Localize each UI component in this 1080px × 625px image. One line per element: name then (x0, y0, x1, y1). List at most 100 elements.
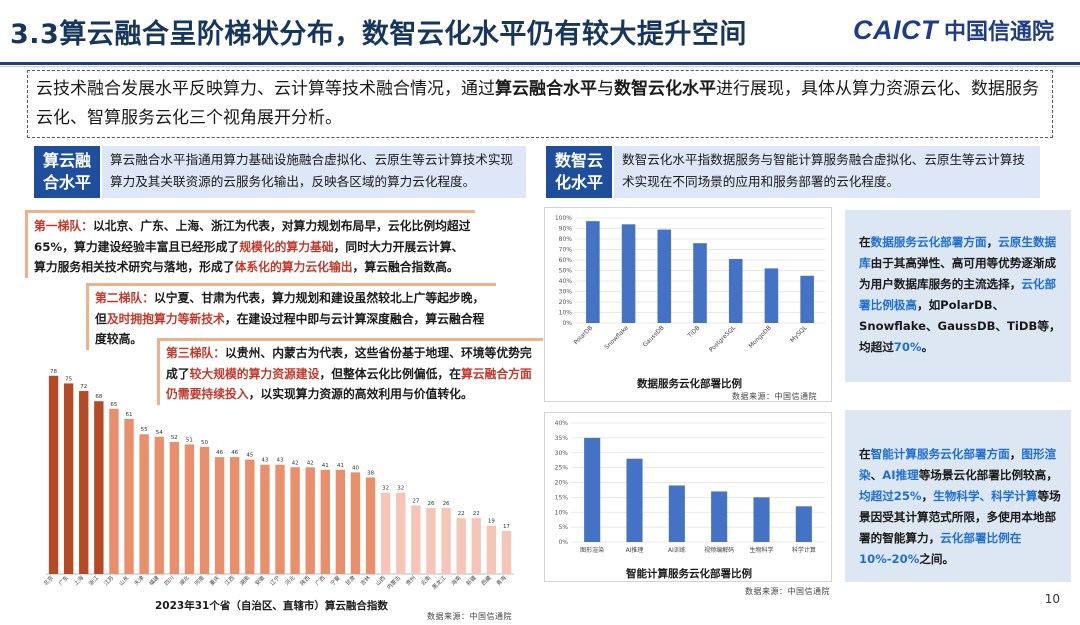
ai-service-category-label: 科学计算 (792, 546, 816, 554)
province-bar (260, 464, 270, 574)
province-chart-source: 数据来源：中国信通院 (427, 612, 512, 621)
ai-service-y-tick: 5% (558, 524, 568, 531)
note2-b2: 图形渲染 (859, 447, 1057, 482)
note2-a: 在 (859, 447, 871, 461)
tier-3-head: 第三梯队： (166, 346, 225, 360)
province-category-label: 陕西 (298, 573, 312, 587)
province-category-label: 江苏 (102, 573, 116, 587)
province-category-label: 湖北 (177, 573, 191, 587)
logo-cn: 中国信通院 (943, 20, 1054, 45)
province-value-label: 54 (156, 430, 163, 436)
province-category-label: 广东 (57, 573, 71, 587)
province-bar (501, 530, 512, 574)
note2-b5: 生物科学、科学计算 (933, 489, 1038, 503)
province-value-label: 32 (382, 486, 389, 492)
province-value-label: 51 (186, 437, 193, 443)
province-value-label: 61 (126, 412, 133, 418)
province-category-label: 江西 (223, 574, 236, 587)
province-bar (396, 492, 406, 574)
province-category-label: 宁夏 (328, 573, 342, 587)
province-category-label: 贵州 (404, 574, 417, 587)
province-value-label: 50 (201, 440, 208, 446)
tier-2-text: 第二梯队：以宁夏、甘肃为代表，算力规划和建设虽然较北上广等起步晚，但及时拥抱算力… (86, 283, 496, 350)
province-bar (380, 492, 391, 574)
ai-service-bar (584, 437, 601, 542)
ai-service-category-label: AI训练 (668, 546, 686, 554)
province-bar (320, 469, 330, 574)
province-bar (109, 408, 119, 574)
tag-suanyun: 算云融 合水平 (34, 146, 100, 198)
province-value-label: 22 (473, 511, 480, 517)
ai-service-category-label: 生物科学 (749, 546, 773, 554)
province-category-label: 天津 (133, 574, 146, 587)
data-service-y-tick: 0% (562, 320, 572, 327)
tier-1-r1: 规模化的算力基础 (239, 239, 334, 254)
note2-h: 之间。 (919, 552, 955, 566)
note1-f: 。 (921, 340, 934, 354)
tier-1-text: 第一梯队：以北京、广东、上海、浙江为代表，对算力规划布局早，云化比例均超过65%… (25, 210, 475, 278)
ai-service-y-tick: 20% (555, 480, 569, 487)
data-service-bar (621, 224, 636, 323)
province-value-label: 19 (488, 519, 495, 525)
ai-service-bar (626, 458, 643, 542)
data-service-y-tick: 20% (559, 299, 573, 306)
ai-service-y-tick: 0% (558, 539, 568, 546)
note1-a: 在 (859, 235, 871, 249)
data-service-y-tick: 90% (559, 226, 573, 233)
province-value-label: 22 (458, 511, 465, 517)
province-category-label: 福建 (147, 573, 161, 587)
tier-3-a: 以贵州、内蒙古为代表，这些省份基于地理、环境等优势完成了 (166, 346, 532, 381)
tier-2-a: 以宁夏、甘肃为代表，算力规划和建设虽然较北上广等起步晚，但 (95, 291, 485, 326)
province-value-label: 40 (352, 465, 359, 471)
data-service-bar (657, 229, 672, 323)
province-bar (486, 525, 497, 574)
note1-d: 由于其高弹性、高可用等优势逐渐成为用户数据库服务的主流选择， (859, 256, 1057, 291)
data-service-y-tick: 50% (559, 268, 573, 275)
ai-service-y-tick: 15% (555, 494, 569, 501)
province-value-label: 55 (141, 427, 148, 433)
tier-3-r1: 较大规模的算力资源建设 (189, 366, 320, 381)
intro-text-1: 云技术融合发展水平反映算力、云计算等技术融合情况，通过 (36, 79, 495, 99)
province-bar (335, 469, 346, 574)
note1-b4: 70% (893, 340, 922, 354)
province-value-label: 26 (443, 501, 450, 507)
province-category-label: 山西 (374, 573, 388, 587)
intro-bold-1: 算云融合水平 (495, 79, 597, 99)
province-category-label: 上海 (72, 573, 86, 587)
title-divider (0, 62, 1080, 65)
data-service-category-label: GaussDB (642, 324, 666, 348)
province-bar (290, 467, 300, 574)
tag-shuzhi: 数智云 化水平 (546, 146, 612, 198)
tag-shuzhi-desc: 数智云化水平指数据服务与智能计算服务融合虚拟化、云原生等云计算技术实现在不同场景… (614, 146, 1040, 198)
province-category-label: 黑龙江 (430, 573, 448, 591)
intro-text-2: 与 (597, 79, 614, 99)
tag-suanyun-line2: 合水平 (42, 173, 91, 192)
province-value-label: 26 (427, 501, 434, 507)
ai-service-bar (668, 485, 685, 542)
province-category-label: 四川 (163, 574, 176, 587)
ai-service-bar (795, 506, 812, 542)
province-bar (365, 477, 376, 574)
ai-service-chart-source: 数据来源：中国信通院 (745, 587, 830, 596)
note1-e: ，如PolarDB、Snowflake、GaussDB、TiDB等，均超过 (859, 298, 1061, 354)
tier-3-b: ，但整体云化比例偏低，在 (319, 366, 461, 381)
ai-service-bar (753, 497, 770, 542)
province-category-label: 吉林 (359, 573, 373, 587)
data-service-y-tick: 100% (555, 215, 572, 222)
tier-1-c: ，算云融合指数高。 (352, 260, 459, 274)
tag-suanyun-line1: 算云融 (42, 151, 91, 170)
province-value-label: 75 (65, 376, 72, 382)
note2-b4: 均超过25% (859, 489, 922, 503)
data-service-y-tick: 30% (559, 289, 573, 296)
province-value-label: 38 (367, 470, 374, 476)
data-service-bar (586, 221, 600, 323)
ai-service-chart-title: 智能计算服务云化部署比例 (626, 568, 752, 580)
province-value-label: 17 (503, 524, 510, 530)
province-category-label: 河南 (192, 573, 206, 587)
province-category-label: 云南 (419, 573, 433, 587)
province-value-label: 65 (110, 402, 117, 408)
province-value-label: 46 (231, 450, 238, 456)
tier-2-b: ，在建设过程中即与云计算深度融合，算云融合程度较高。 (95, 311, 485, 347)
province-category-label: 甘肃 (343, 573, 357, 587)
data-service-category-label: Snowflake (603, 324, 630, 351)
